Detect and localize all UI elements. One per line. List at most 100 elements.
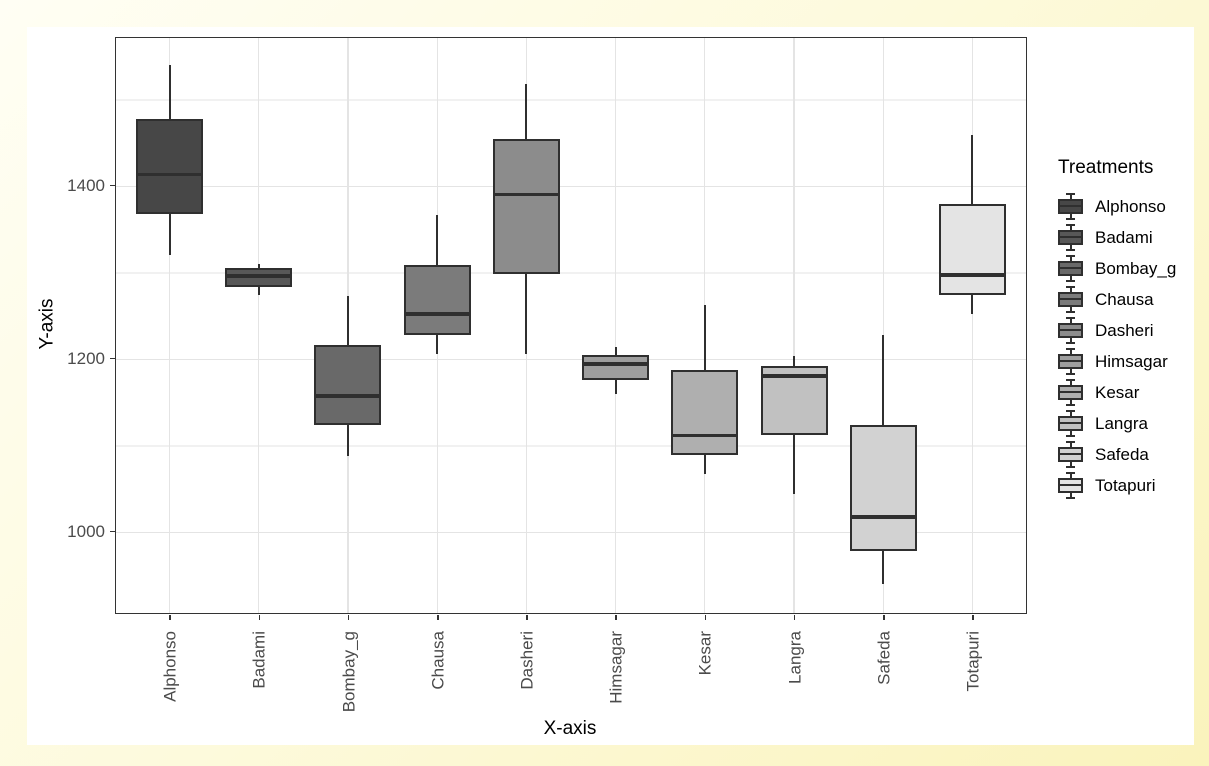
key-median-line: [1058, 390, 1083, 393]
boxplot-median: [582, 362, 650, 366]
boxplot-median: [492, 192, 560, 197]
boxplot-key-icon: [1058, 317, 1083, 344]
boxplot-median: [225, 274, 293, 278]
x-tick-label: Langra: [785, 631, 805, 684]
boxplot-median: [938, 273, 1006, 277]
key-whisker-cap-bottom: [1066, 342, 1075, 344]
gridline-minor: [116, 272, 1026, 274]
key-whisker-cap-bottom: [1066, 280, 1075, 282]
boxplot-median: [671, 433, 739, 438]
boxplot-box-Safeda: [849, 425, 917, 551]
x-axis-tick: [526, 615, 528, 621]
legend-item-Himsagar: Himsagar: [1058, 346, 1176, 377]
boxplot-key-icon: [1058, 410, 1083, 437]
y-axis-tick: [110, 357, 115, 360]
boxplot-median: [403, 312, 471, 316]
plot-canvas: Y-axis X-axis Treatments Alphonso Badami B…: [27, 27, 1194, 745]
gridline-major: [116, 358, 1026, 361]
x-axis-tick: [972, 615, 974, 621]
boxplot-key-icon: [1058, 255, 1083, 282]
x-tick-label: Bombay_g: [339, 631, 359, 713]
legend-item-Langra: Langra: [1058, 408, 1176, 439]
gridline-vertical: [258, 38, 260, 613]
boxplot-median: [849, 515, 917, 519]
boxplot-key-icon: [1058, 224, 1083, 251]
legend-item-label: Himsagar: [1095, 352, 1168, 371]
legend-item-Dasheri: Dasheri: [1058, 315, 1176, 346]
key-whisker-cap-bottom: [1066, 497, 1075, 499]
legend-item-label: Badami: [1095, 228, 1153, 247]
gridline-vertical: [614, 38, 617, 613]
y-tick-label: 1000: [67, 521, 105, 541]
x-tick-label: Safeda: [874, 631, 894, 685]
key-median-line: [1058, 452, 1083, 455]
key-median-line: [1058, 421, 1083, 424]
key-whisker-cap-bottom: [1066, 249, 1075, 251]
boxplot-key-icon: [1058, 472, 1083, 499]
x-axis-tick: [169, 615, 171, 621]
legend: Treatments Alphonso Badami Bombay_g Chausa D…: [1058, 157, 1176, 501]
x-axis-tick: [704, 615, 707, 621]
key-whisker-cap-top: [1066, 348, 1075, 350]
key-median-line: [1058, 204, 1083, 207]
gridline-vertical: [793, 38, 795, 613]
y-tick-label: 1400: [67, 175, 105, 195]
key-median-line: [1058, 359, 1083, 362]
gridline-minor: [116, 99, 1026, 101]
key-whisker-cap-bottom: [1066, 466, 1075, 468]
gridline-vertical: [882, 38, 884, 613]
x-tick-label: Kesar: [695, 631, 715, 676]
x-axis-title: X-axis: [543, 718, 597, 739]
legend-item-Alphonso: Alphonso: [1058, 191, 1176, 222]
key-whisker-cap-top: [1066, 224, 1075, 226]
legend-item-label: Dasheri: [1095, 321, 1154, 340]
legend-item-label: Alphonso: [1095, 197, 1166, 216]
y-axis-title: Y-axis: [36, 298, 58, 350]
key-whisker-cap-top: [1066, 472, 1075, 474]
gridline-major: [116, 531, 1026, 534]
gridline-minor: [116, 445, 1026, 447]
key-whisker-cap-bottom: [1066, 435, 1075, 437]
x-axis-tick: [615, 615, 617, 621]
key-whisker-cap-top: [1066, 317, 1075, 319]
legend-item-label: Langra: [1095, 414, 1148, 433]
gridline-vertical: [168, 38, 171, 613]
key-whisker-cap-top: [1066, 193, 1075, 195]
legend-item-Totapuri: Totapuri: [1058, 470, 1176, 501]
x-axis-tick: [436, 615, 439, 621]
key-whisker-cap-top: [1066, 255, 1075, 257]
legend-item-Chausa: Chausa: [1058, 284, 1176, 315]
key-whisker-cap-top: [1066, 441, 1075, 443]
key-whisker-cap-top: [1066, 286, 1075, 288]
legend-item-Kesar: Kesar: [1058, 377, 1176, 408]
legend-item-label: Kesar: [1095, 383, 1140, 402]
legend-item-Bombay_g: Bombay_g: [1058, 253, 1176, 284]
key-median-line: [1058, 483, 1083, 486]
boxplot-box-Himsagar: [582, 355, 650, 380]
boxplot-key-icon: [1058, 441, 1083, 468]
boxplot-box-Totapuri: [938, 204, 1006, 295]
boxplot-box-Bombay_g: [314, 344, 382, 426]
y-axis-tick: [110, 530, 115, 533]
x-tick-label: Alphonso: [160, 631, 180, 702]
legend-items: Alphonso Badami Bombay_g Chausa Dasheri Himsa…: [1058, 191, 1176, 501]
boxplot-median: [136, 172, 204, 177]
x-tick-label: Badami: [249, 631, 269, 689]
y-tick-label: 1200: [67, 348, 105, 368]
boxplot-key-icon: [1058, 348, 1083, 375]
boxplot-median: [314, 394, 382, 398]
x-axis-tick: [883, 615, 885, 621]
key-whisker-cap-bottom: [1066, 373, 1075, 375]
key-whisker-cap-bottom: [1066, 311, 1075, 313]
x-tick-label: Totapuri: [963, 631, 983, 692]
boxplot-box-Alphonso: [136, 119, 204, 215]
boxplot-key-icon: [1058, 193, 1083, 220]
legend-item-Badami: Badami: [1058, 222, 1176, 253]
boxplot-box-Dasheri: [492, 139, 560, 275]
legend-item-Safeda: Safeda: [1058, 439, 1176, 470]
x-tick-label: Chausa: [428, 631, 448, 690]
x-tick-label: Himsagar: [606, 631, 626, 704]
x-axis-tick: [258, 615, 261, 621]
key-whisker-cap-bottom: [1066, 404, 1075, 406]
